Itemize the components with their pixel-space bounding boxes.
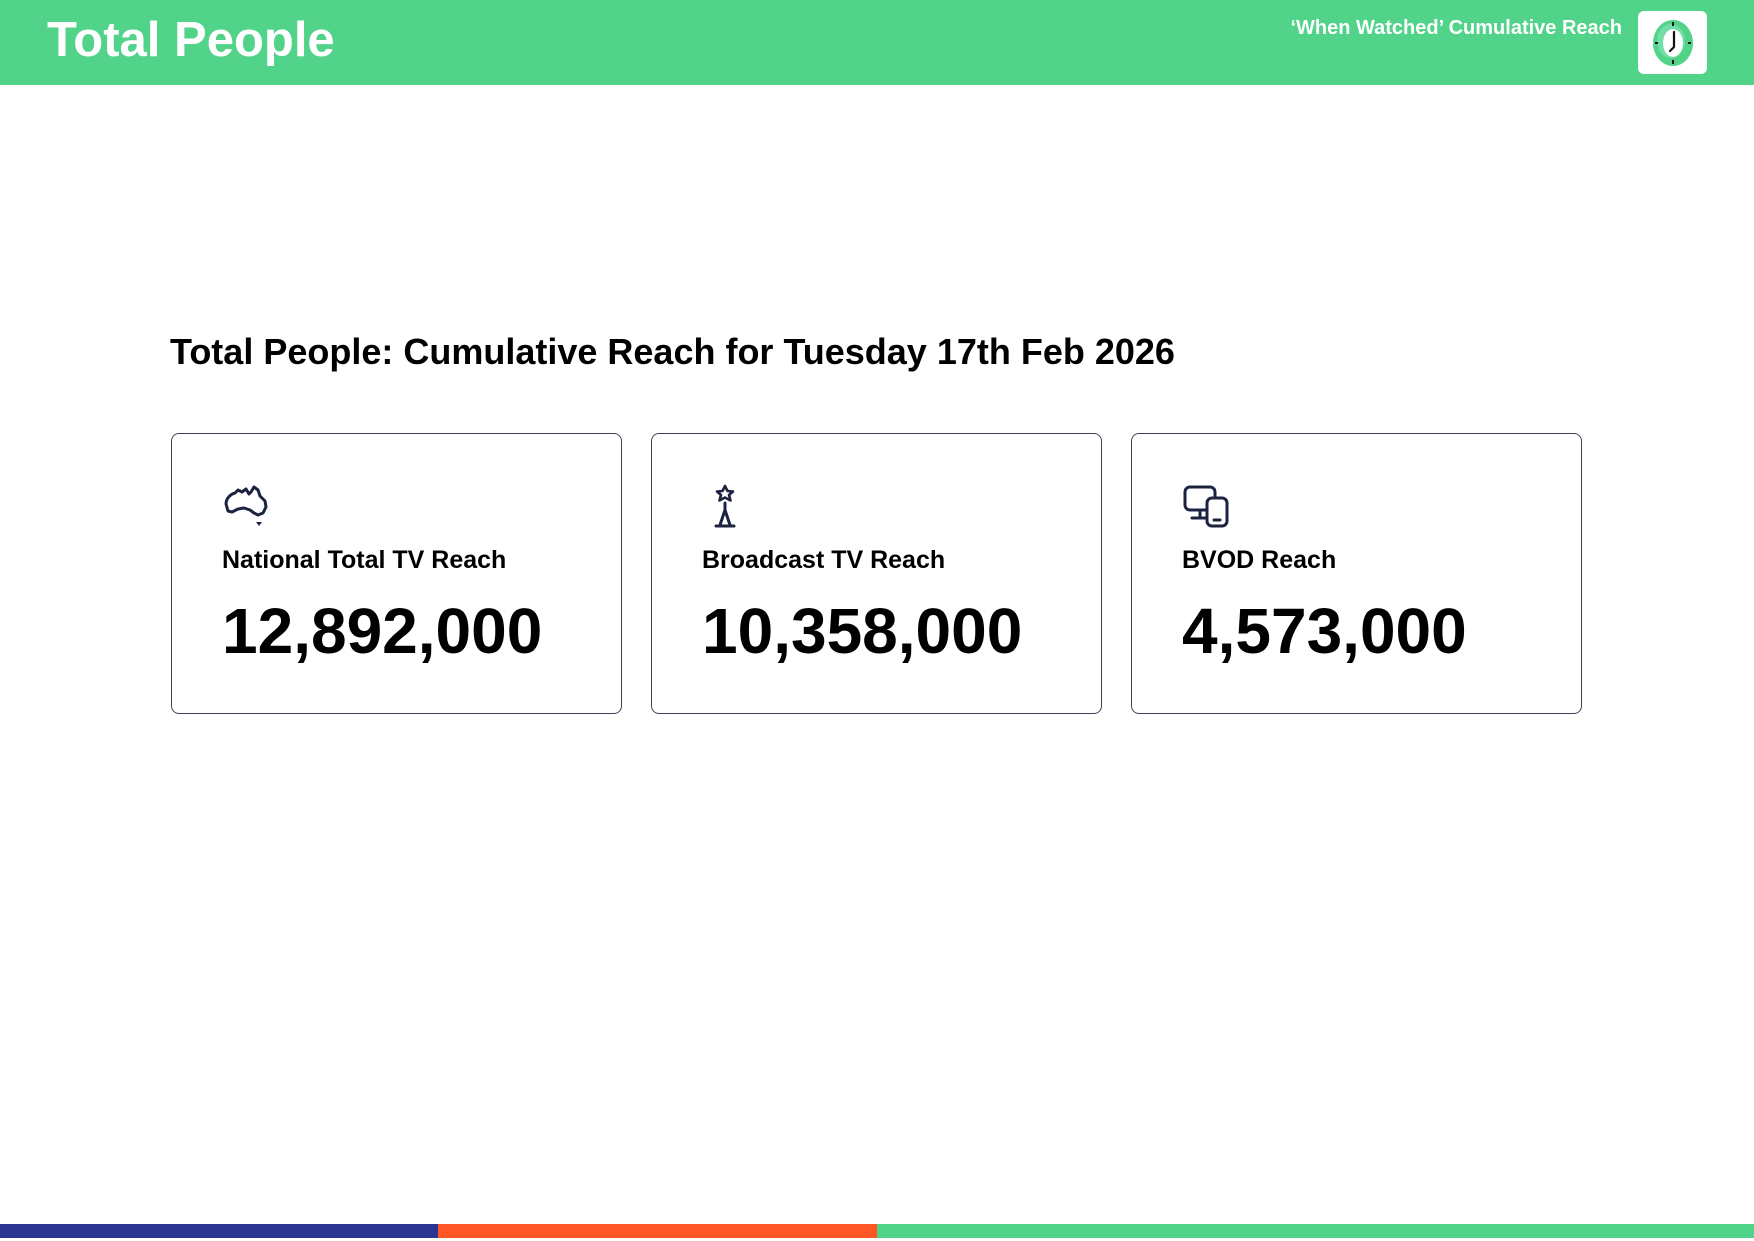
card-broadcast-tv-reach: Broadcast TV Reach 10,358,000 — [651, 433, 1102, 714]
card-label: BVOD Reach — [1182, 546, 1337, 574]
footer-stripe — [0, 1224, 1754, 1238]
page-heading: Total People: Cumulative Reach for Tuesd… — [170, 331, 1175, 372]
header-subtitle: ‘When Watched’ Cumulative Reach — [1290, 17, 1622, 39]
card-value: 4,573,000 — [1182, 595, 1467, 667]
stripe-green — [877, 1224, 1754, 1238]
card-value: 12,892,000 — [222, 595, 543, 667]
card-national-total-tv-reach: National Total TV Reach 12,892,000 — [171, 433, 622, 714]
devices-icon — [1183, 485, 1229, 528]
card-bvod-reach: BVOD Reach 4,573,000 — [1131, 433, 1582, 714]
card-label: Broadcast TV Reach — [702, 546, 946, 574]
header-bar: Total People ‘When Watched’ Cumulative R… — [0, 0, 1754, 85]
logo — [1638, 11, 1707, 74]
australia-map-icon — [224, 485, 268, 526]
broadcast-tower-icon — [714, 484, 736, 528]
clock-icon — [1652, 19, 1693, 66]
card-label: National Total TV Reach — [222, 546, 507, 574]
stripe-orange — [438, 1224, 877, 1238]
header-title: Total People — [47, 13, 335, 67]
card-value: 10,358,000 — [702, 595, 1023, 667]
stripe-navy — [0, 1224, 438, 1238]
